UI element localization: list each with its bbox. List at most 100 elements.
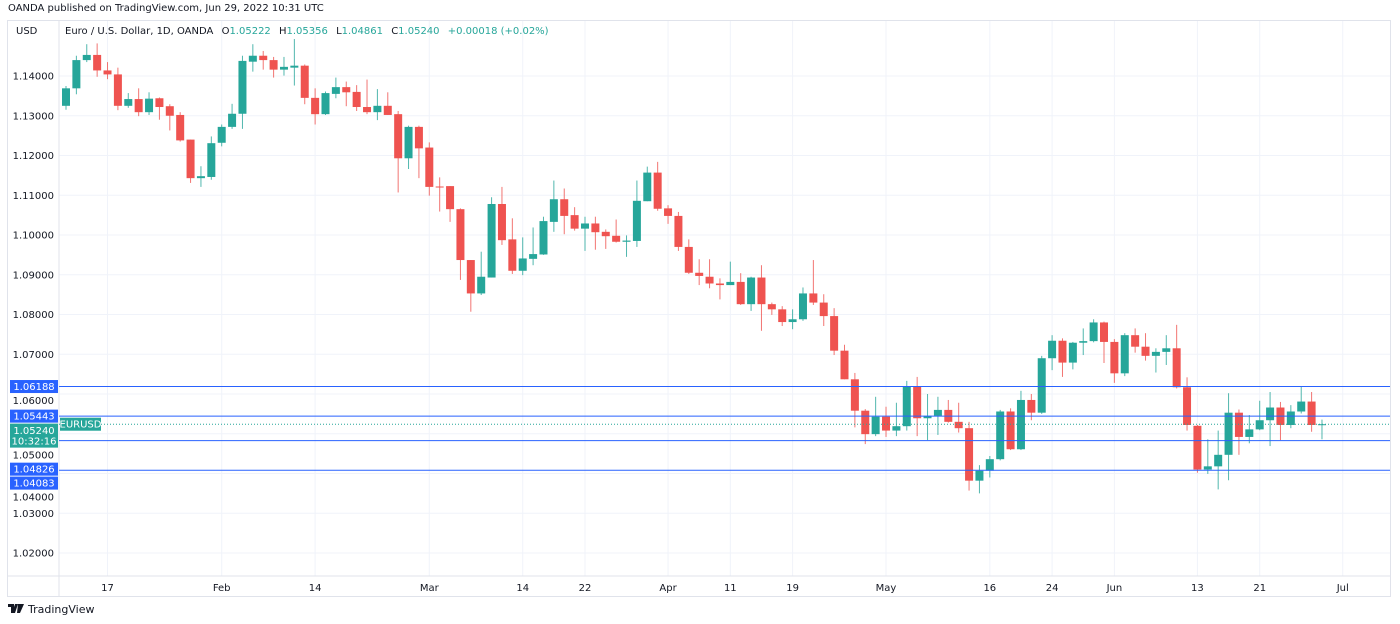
candle[interactable]	[529, 227, 538, 266]
candle[interactable]	[1068, 341, 1077, 370]
candle[interactable]	[383, 92, 392, 115]
candle[interactable]	[1234, 409, 1243, 455]
candle[interactable]	[1089, 319, 1098, 343]
candle[interactable]	[664, 205, 673, 224]
candle[interactable]	[830, 308, 839, 356]
candle[interactable]	[62, 85, 70, 110]
candle[interactable]	[975, 465, 984, 494]
candle[interactable]	[840, 344, 849, 380]
candle[interactable]	[155, 97, 164, 120]
candle[interactable]	[1079, 328, 1088, 356]
candle[interactable]	[508, 218, 517, 274]
candle[interactable]	[819, 294, 828, 327]
candle[interactable]	[165, 104, 174, 131]
candle[interactable]	[477, 251, 486, 296]
candle[interactable]	[1224, 393, 1233, 481]
candle[interactable]	[466, 260, 475, 312]
candle[interactable]	[954, 402, 963, 433]
candle[interactable]	[259, 50, 268, 70]
candle[interactable]	[601, 229, 610, 249]
candle[interactable]	[487, 197, 496, 278]
candle[interactable]	[1286, 405, 1295, 429]
candle[interactable]	[404, 125, 413, 170]
candle[interactable]	[352, 85, 361, 111]
candle[interactable]	[861, 409, 870, 445]
candle[interactable]	[1006, 408, 1015, 451]
candle[interactable]	[456, 208, 465, 280]
candle[interactable]	[342, 81, 351, 107]
candle[interactable]	[1183, 377, 1192, 431]
candle[interactable]	[300, 64, 309, 105]
candle[interactable]	[539, 216, 548, 255]
candle[interactable]	[643, 166, 652, 202]
candle[interactable]	[93, 43, 102, 77]
candle[interactable]	[882, 406, 891, 437]
candle[interactable]	[311, 88, 320, 125]
candle[interactable]	[757, 265, 766, 331]
candle[interactable]	[1307, 392, 1316, 432]
candle[interactable]	[1110, 339, 1119, 383]
candle[interactable]	[778, 306, 787, 327]
candle[interactable]	[913, 376, 922, 437]
candle[interactable]	[414, 125, 423, 179]
candle[interactable]	[1276, 401, 1285, 441]
candle[interactable]	[373, 89, 382, 121]
candle[interactable]	[207, 136, 216, 180]
candle[interactable]	[425, 142, 434, 196]
candle[interactable]	[1266, 392, 1275, 447]
candle[interactable]	[497, 186, 506, 245]
candle[interactable]	[788, 309, 797, 330]
candle[interactable]	[248, 44, 257, 72]
candle[interactable]	[217, 124, 226, 147]
candle[interactable]	[705, 259, 714, 289]
candle[interactable]	[1193, 425, 1202, 473]
candle[interactable]	[549, 180, 558, 232]
candle[interactable]	[747, 276, 756, 311]
candle[interactable]	[72, 55, 81, 95]
candle[interactable]	[238, 55, 247, 129]
candle[interactable]	[1245, 415, 1254, 444]
candle[interactable]	[591, 216, 600, 250]
candle[interactable]	[1048, 335, 1057, 371]
candle[interactable]	[622, 235, 631, 257]
candle[interactable]	[446, 186, 455, 222]
candle[interactable]	[850, 372, 859, 428]
candle[interactable]	[1172, 324, 1181, 389]
candle[interactable]	[809, 260, 818, 305]
candle[interactable]	[134, 88, 143, 117]
candle[interactable]	[269, 56, 278, 78]
candle[interactable]	[965, 421, 974, 491]
candle[interactable]	[674, 211, 683, 251]
candle[interactable]	[279, 56, 288, 76]
candle[interactable]	[653, 161, 662, 211]
candle[interactable]	[82, 44, 91, 63]
candle[interactable]	[902, 380, 911, 431]
candle[interactable]	[798, 287, 807, 321]
candle[interactable]	[570, 207, 579, 231]
candle[interactable]	[1317, 419, 1326, 440]
candle[interactable]	[186, 139, 195, 183]
candle[interactable]	[124, 93, 133, 108]
candle[interactable]	[518, 237, 527, 276]
candle[interactable]	[1120, 333, 1129, 377]
tradingview-brand[interactable]: TradingView	[8, 603, 94, 616]
candle[interactable]	[1203, 439, 1212, 474]
candle[interactable]	[612, 219, 621, 243]
candle[interactable]	[736, 273, 745, 305]
candle[interactable]	[435, 177, 444, 212]
candle[interactable]	[1255, 400, 1264, 431]
candle[interactable]	[1162, 335, 1171, 365]
candle[interactable]	[695, 259, 704, 286]
candle[interactable]	[726, 261, 735, 286]
candle[interactable]	[1058, 338, 1067, 377]
candle[interactable]	[145, 92, 154, 115]
candle[interactable]	[1214, 430, 1223, 490]
candle[interactable]	[892, 402, 901, 437]
candle[interactable]	[196, 166, 205, 187]
candle[interactable]	[290, 39, 299, 86]
candle[interactable]	[632, 180, 641, 247]
candle[interactable]	[363, 79, 372, 115]
candle[interactable]	[331, 77, 340, 99]
candle[interactable]	[176, 112, 185, 142]
